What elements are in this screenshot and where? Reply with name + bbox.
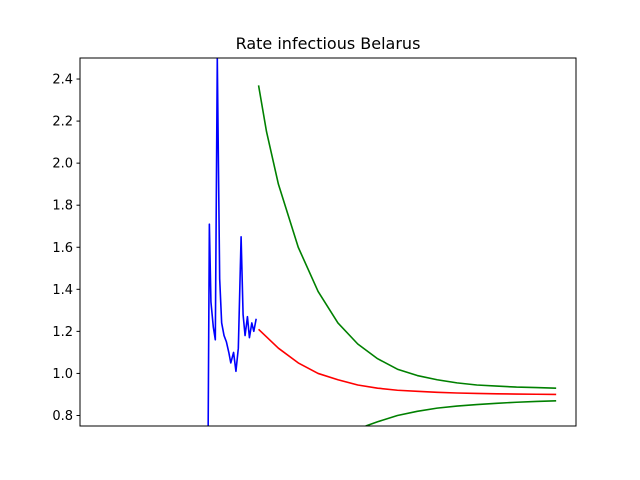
y-tick-label: 2.0	[52, 157, 73, 172]
series-line-3	[257, 85, 557, 389]
y-axis: 0.8 1.0 1.2 1.4 1.6 1.8 2.0 2.2 2.4	[52, 73, 80, 424]
y-tick-label: 0.8	[52, 409, 73, 424]
series-line-1	[207, 58, 257, 426]
y-tick-label: 1.4	[52, 283, 73, 298]
series-line-2	[258, 328, 557, 396]
y-tick-label: 2.4	[52, 73, 73, 88]
y-tick-label: 2.2	[52, 115, 73, 130]
plot-frame	[79, 57, 577, 427]
series-layer	[207, 58, 557, 426]
y-tick-label: 1.6	[52, 241, 73, 256]
y-tick-label: 1.2	[52, 325, 73, 340]
y-tick-label: 1.8	[52, 199, 73, 214]
y-tick-label: 1.0	[52, 367, 73, 382]
chart-title: Rate infectious Belarus	[236, 34, 421, 53]
series-line-4	[365, 399, 557, 426]
